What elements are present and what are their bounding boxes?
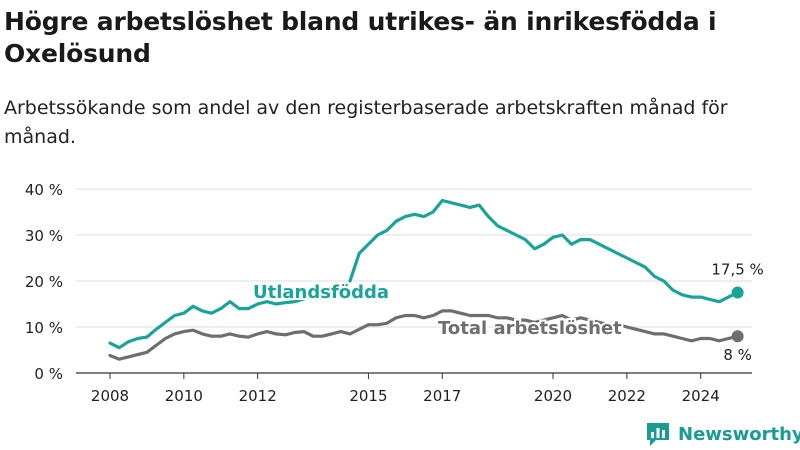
end-point-total: [731, 330, 744, 343]
chart-subtitle: Arbetssökande som andel av den registerb…: [4, 97, 728, 148]
x-tick-label: 2022: [608, 387, 646, 405]
bar-chart-logo-icon: [647, 423, 669, 446]
y-tick-label: 10 %: [25, 319, 63, 337]
x-tick-label: 2020: [534, 387, 572, 405]
x-tick-label: 2017: [423, 387, 461, 405]
end-label-total: 8 %: [723, 346, 752, 364]
end-label-foreign-born: 17,5 %: [711, 261, 763, 279]
series-label-foreign-born: Utlandsfödda: [253, 282, 389, 303]
newsworthy-brand: Newsworthy: [644, 420, 800, 448]
series-line-foreign-born: [348, 198, 740, 304]
y-tick-label: 20 %: [25, 273, 63, 291]
y-tick-label: 30 %: [25, 227, 63, 245]
x-tick-label: 2008: [91, 387, 129, 405]
y-tick-label: 40 %: [25, 181, 63, 199]
series-line-total: [108, 309, 740, 361]
x-tick-label: 2015: [349, 387, 387, 405]
series-line-foreign-born: [108, 295, 311, 350]
series-label-total: Total arbetslöshet: [438, 318, 622, 339]
end-point-foreign-born: [731, 286, 744, 299]
chart-title: Högre arbetslöshet bland utrikes- än inr…: [4, 7, 717, 68]
x-tick-label: 2012: [239, 387, 277, 405]
x-tick-label: 2010: [165, 387, 203, 405]
brand-name: Newsworthy: [678, 423, 800, 445]
x-tick-label: 2024: [682, 387, 720, 405]
y-tick-label: 0 %: [34, 365, 63, 383]
